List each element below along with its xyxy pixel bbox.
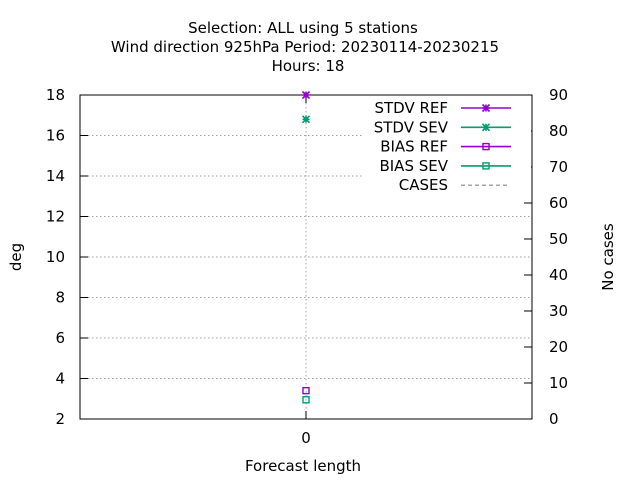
data-point bbox=[301, 90, 311, 100]
title-line-3: Hours: 18 bbox=[272, 57, 345, 75]
axis-ticks: 2 4 6 8 10 12 14 16 18 0 10 20 30 40 50 60 70 80 90 0 bbox=[46, 86, 568, 447]
x-tick-label: 0 bbox=[301, 429, 311, 447]
legend-swatch-marker bbox=[482, 162, 490, 170]
y-tick-label: 8 bbox=[55, 289, 65, 307]
y2-axis-label: No cases bbox=[599, 223, 617, 291]
y2-tick-label: 0 bbox=[549, 410, 559, 428]
grid bbox=[80, 95, 532, 419]
title-line-1: Selection: ALL using 5 stations bbox=[188, 19, 418, 37]
y2-tick-label: 70 bbox=[549, 158, 568, 176]
data-point bbox=[302, 386, 310, 395]
y-tick-label: 4 bbox=[55, 370, 65, 388]
y-tick-label: 10 bbox=[46, 248, 65, 266]
y2-tick-label: 20 bbox=[549, 338, 568, 356]
y-tick-label: 6 bbox=[55, 329, 65, 347]
legend-label: CASES bbox=[399, 176, 448, 194]
legend-label: STDV SEV bbox=[374, 118, 449, 136]
legend-label: STDV REF bbox=[374, 99, 448, 117]
y-tick-label: 12 bbox=[46, 208, 65, 226]
y2-tick-label: 40 bbox=[549, 266, 568, 284]
data-point bbox=[301, 115, 311, 124]
legend-background bbox=[362, 97, 531, 187]
y2-tick-label: 80 bbox=[549, 122, 568, 140]
data-points bbox=[301, 90, 311, 404]
legend-label: BIAS REF bbox=[380, 138, 448, 156]
y2-tick-label: 60 bbox=[549, 194, 568, 212]
y-tick-label: 2 bbox=[55, 410, 65, 428]
x-axis-label: Forecast length bbox=[245, 457, 361, 475]
y2-tick-label: 10 bbox=[549, 374, 568, 392]
data-point bbox=[302, 396, 310, 404]
title-line-2: Wind direction 925hPa Period: 20230114-2… bbox=[111, 38, 499, 56]
y-tick-label: 14 bbox=[46, 167, 65, 185]
chart-title: Selection: ALL using 5 stations Wind dir… bbox=[111, 19, 499, 75]
y2-tick-label: 90 bbox=[549, 86, 568, 104]
y-tick-label: 16 bbox=[46, 127, 65, 145]
y2-tick-label: 30 bbox=[549, 302, 568, 320]
legend-label: BIAS SEV bbox=[379, 157, 448, 175]
y-tick-label: 18 bbox=[46, 86, 65, 104]
y2-tick-label: 50 bbox=[549, 230, 568, 248]
legend-swatch-marker bbox=[482, 142, 490, 151]
legend-swatch-marker bbox=[481, 103, 491, 113]
y-axis-label: deg bbox=[7, 243, 25, 271]
legend-swatch-marker bbox=[481, 123, 491, 132]
